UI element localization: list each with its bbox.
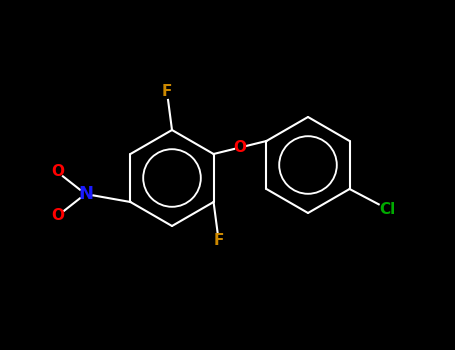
Text: F: F xyxy=(213,232,224,247)
Text: O: O xyxy=(233,140,247,155)
Text: O: O xyxy=(51,209,64,224)
Text: O: O xyxy=(51,164,64,180)
Text: Cl: Cl xyxy=(379,202,396,217)
Text: F: F xyxy=(162,84,172,99)
Text: N: N xyxy=(78,185,93,203)
